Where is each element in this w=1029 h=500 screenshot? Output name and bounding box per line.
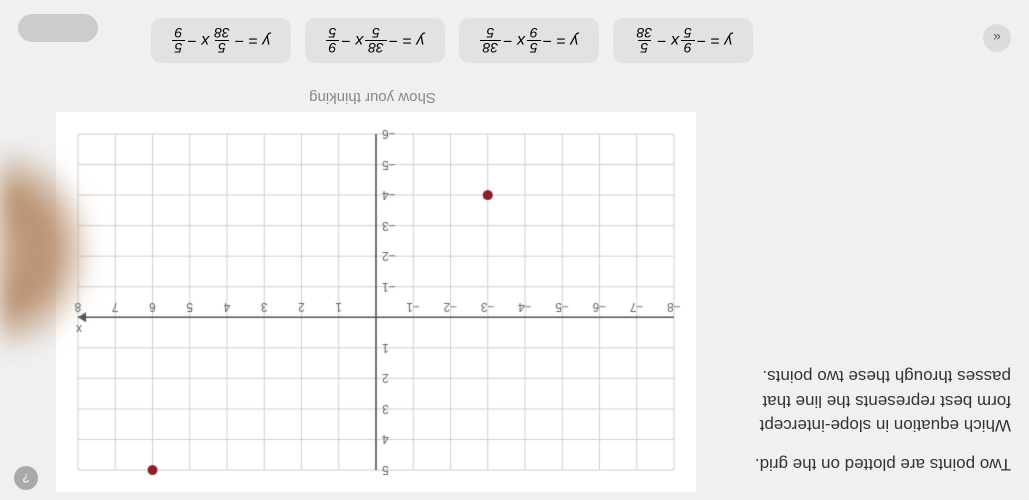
fraction-1: 385 bbox=[365, 26, 387, 55]
fraction-1: 538 bbox=[211, 26, 233, 55]
question-prompt: Two points are plotted on the grid. Whic… bbox=[747, 349, 1011, 476]
answer-choice-4[interactable]: y = −538x − 59 bbox=[151, 18, 291, 63]
eq-prefix: y = − bbox=[697, 32, 733, 50]
fraction-2: 538 bbox=[634, 26, 656, 55]
help-button[interactable]: ? bbox=[14, 466, 38, 490]
fraction-2: 95 bbox=[326, 26, 340, 55]
eq-mid: x − bbox=[341, 32, 363, 50]
fraction-2: 385 bbox=[480, 26, 502, 55]
fraction-1: 95 bbox=[681, 26, 695, 55]
answer-choice-2[interactable]: y = −59x − 385 bbox=[459, 18, 599, 63]
fraction-2: 59 bbox=[172, 26, 186, 55]
help-icon: ? bbox=[23, 471, 30, 485]
eq-mid: x − bbox=[503, 32, 525, 50]
eq-prefix: y = − bbox=[235, 32, 271, 50]
grid-canvas bbox=[56, 112, 696, 492]
eq-prefix: y = − bbox=[543, 32, 579, 50]
answer-choice-3[interactable]: y = −385x − 95 bbox=[305, 18, 445, 63]
fraction-1: 59 bbox=[527, 26, 541, 55]
collapse-chevron-icon[interactable]: « bbox=[983, 24, 1011, 52]
prompt-line-1: Two points are plotted on the grid. bbox=[747, 451, 1011, 476]
prompt-line-2: Which equation in slope-intercept form b… bbox=[747, 363, 1011, 437]
eq-prefix: y = − bbox=[389, 32, 425, 50]
answer-choice-1[interactable]: y = −95x − 538 bbox=[613, 18, 753, 63]
show-thinking-label[interactable]: Show your thinking bbox=[16, 89, 729, 106]
chevron-glyph: « bbox=[993, 30, 1001, 46]
answer-choices-row: y = −95x − 538y = −59x − 385y = −385x − … bbox=[0, 4, 769, 73]
eq-mid: x − bbox=[187, 32, 209, 50]
eq-mid: x − bbox=[657, 32, 679, 50]
coordinate-grid bbox=[56, 112, 696, 492]
